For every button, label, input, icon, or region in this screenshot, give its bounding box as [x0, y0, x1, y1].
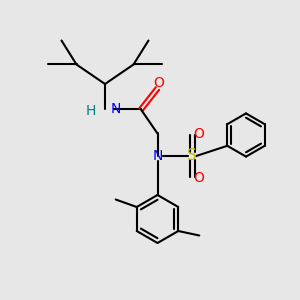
Text: O: O: [193, 128, 204, 141]
Text: O: O: [193, 171, 204, 184]
Text: N: N: [152, 149, 163, 163]
Text: N: N: [110, 103, 121, 116]
Text: H: H: [85, 104, 96, 118]
Text: S: S: [187, 148, 197, 164]
Text: O: O: [154, 76, 164, 90]
